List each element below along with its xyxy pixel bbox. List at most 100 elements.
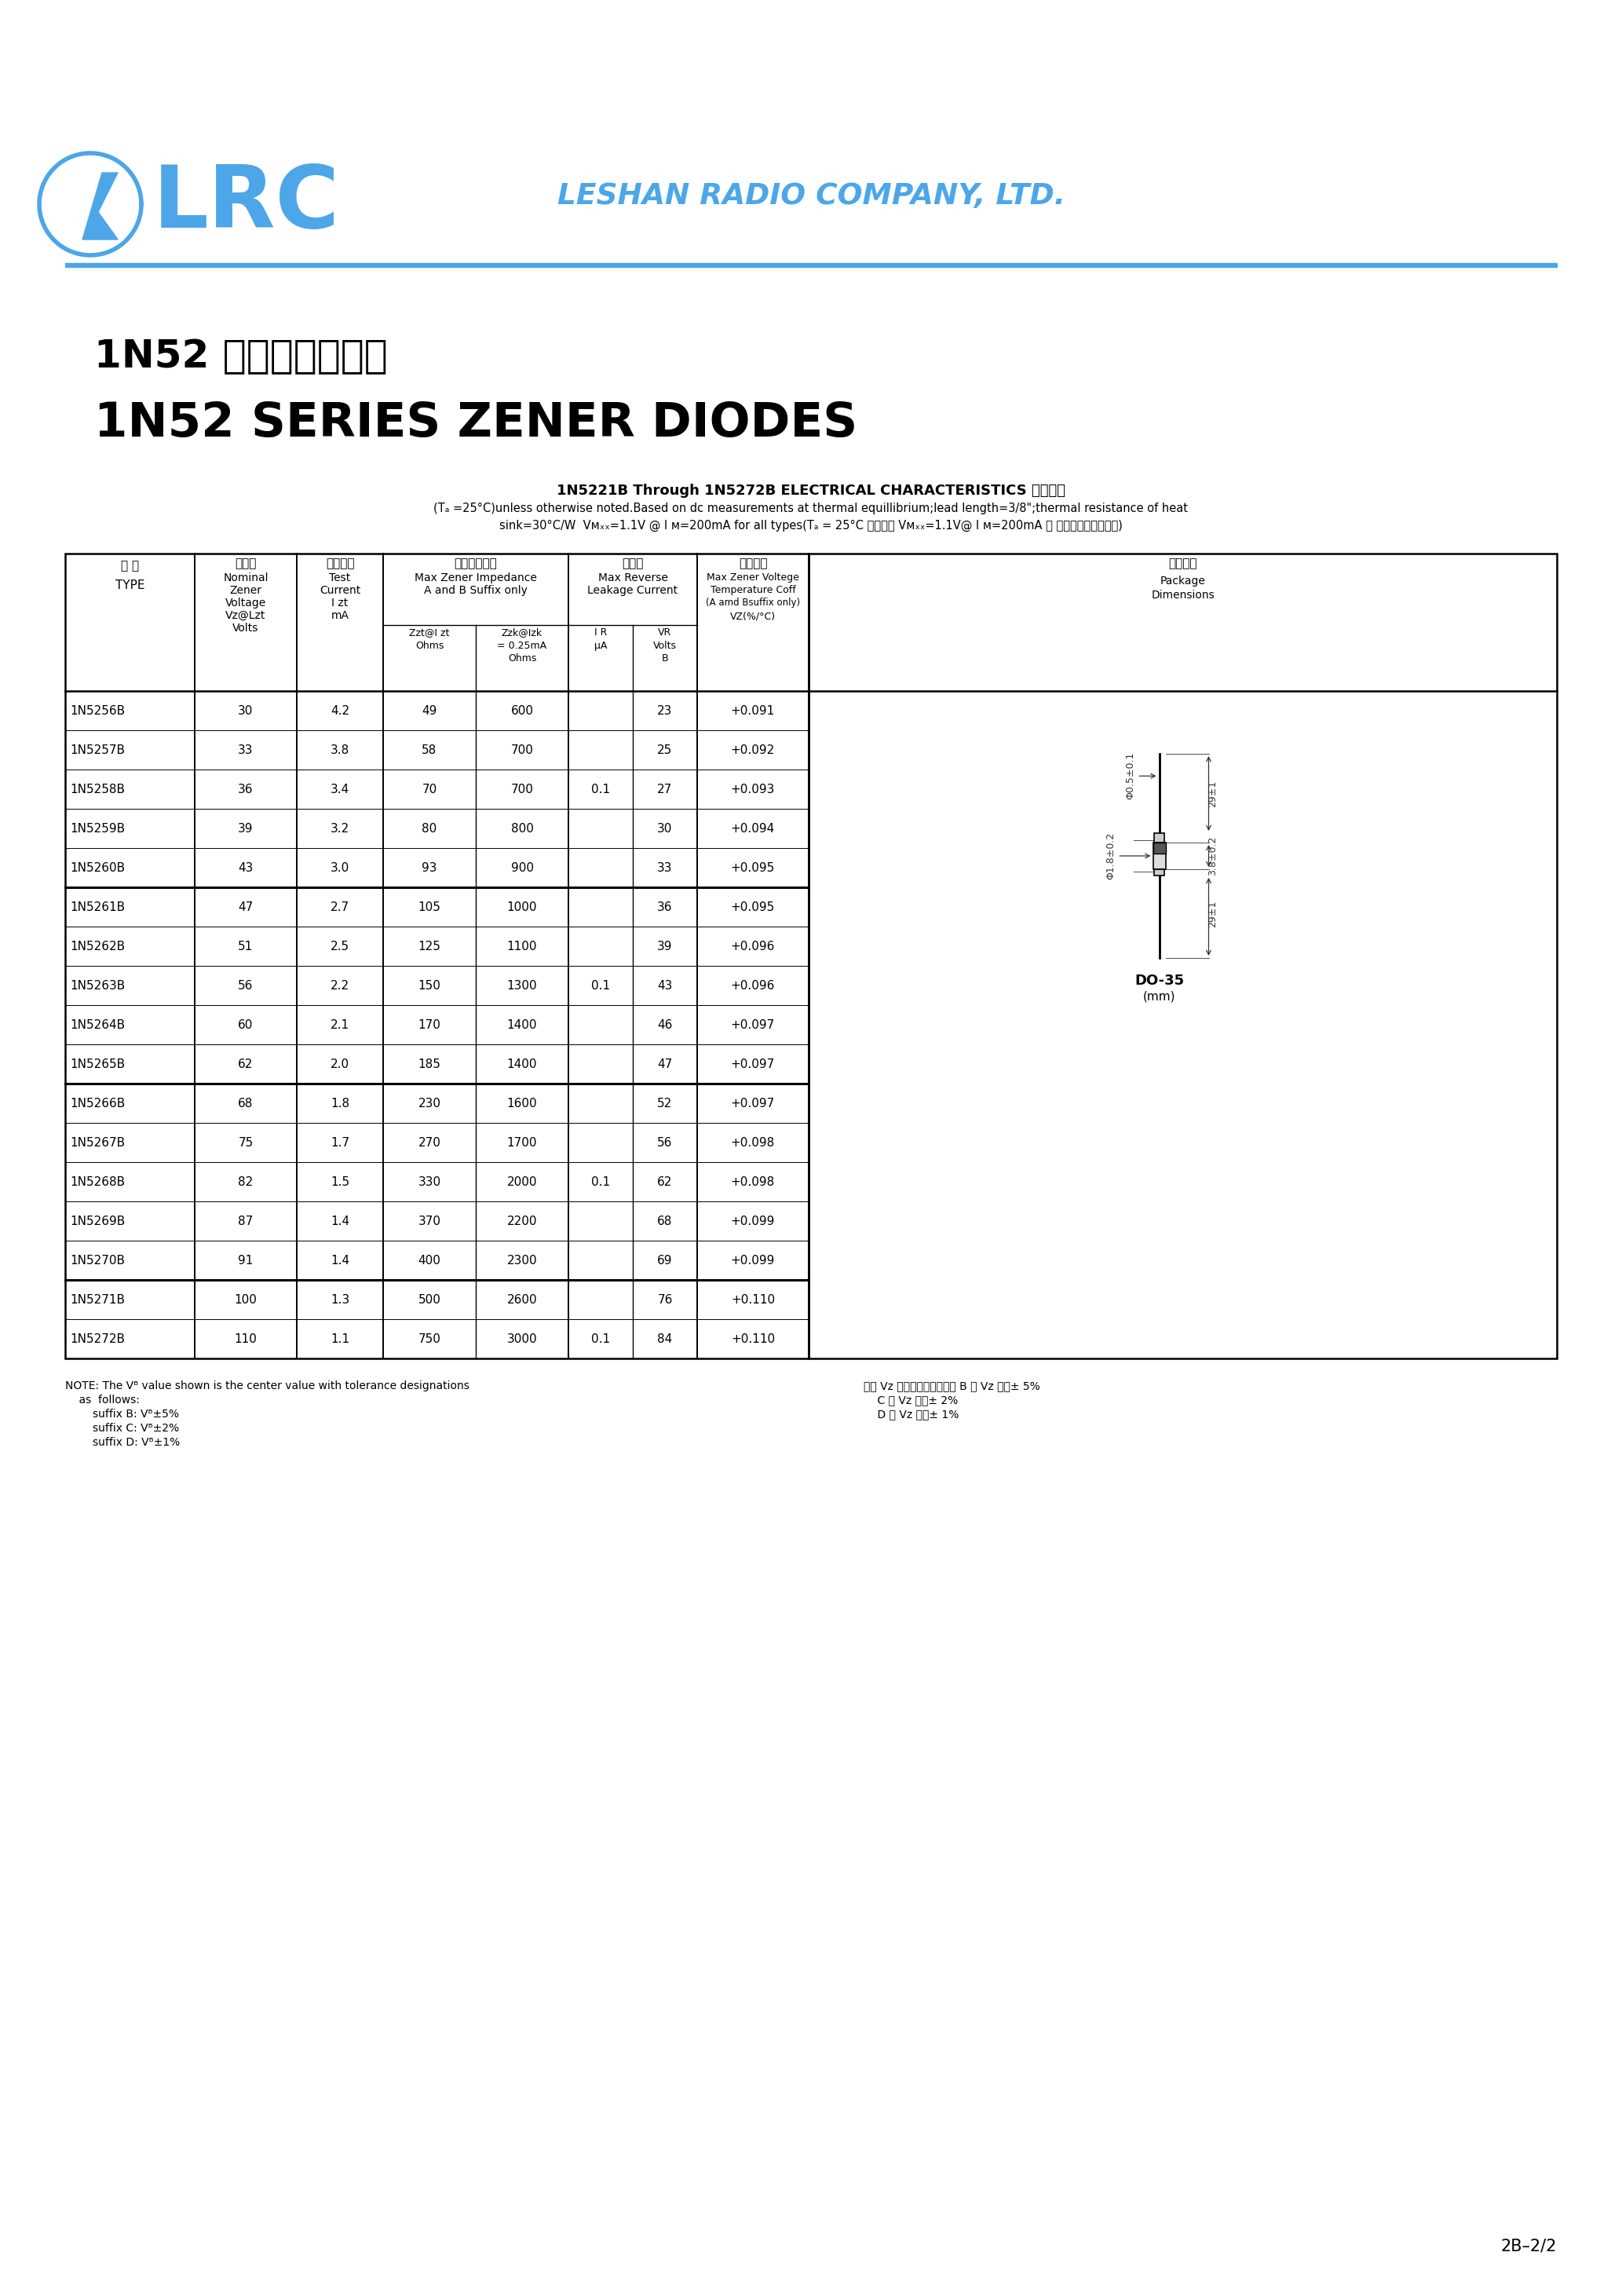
- Text: D 档 Vz 容差± 1%: D 档 Vz 容差± 1%: [863, 1410, 959, 1419]
- Text: A and B Suffix only: A and B Suffix only: [423, 585, 527, 597]
- Text: 1400: 1400: [508, 1019, 537, 1031]
- Text: 1N5269B: 1N5269B: [70, 1215, 125, 1226]
- Text: +0.110: +0.110: [732, 1334, 775, 1345]
- Text: 36: 36: [657, 900, 673, 914]
- Text: 3.0: 3.0: [331, 861, 349, 872]
- Text: 2B–2/2: 2B–2/2: [1500, 2239, 1557, 2255]
- Text: 105: 105: [418, 900, 441, 914]
- Bar: [1155, 870, 1165, 875]
- Text: 68: 68: [657, 1215, 673, 1226]
- Text: 1300: 1300: [508, 980, 537, 992]
- Text: 3.8: 3.8: [331, 744, 349, 755]
- Text: 47: 47: [238, 900, 253, 914]
- Text: 52: 52: [657, 1097, 673, 1109]
- Text: 1N5259B: 1N5259B: [70, 822, 125, 833]
- Text: 2200: 2200: [508, 1215, 537, 1226]
- Text: 47: 47: [657, 1058, 673, 1070]
- Text: DO-35: DO-35: [1134, 974, 1184, 987]
- Text: 温度系数: 温度系数: [738, 558, 767, 569]
- Text: 46: 46: [657, 1019, 673, 1031]
- Text: 1N5257B: 1N5257B: [70, 744, 125, 755]
- Text: 60: 60: [238, 1019, 253, 1031]
- Text: 2.1: 2.1: [331, 1019, 349, 1031]
- Text: 43: 43: [238, 861, 253, 872]
- Text: 800: 800: [511, 822, 534, 833]
- Text: 测试电流: 测试电流: [326, 558, 354, 569]
- Text: +0.092: +0.092: [732, 744, 775, 755]
- Text: 2.0: 2.0: [331, 1058, 349, 1070]
- Text: 56: 56: [657, 1137, 673, 1148]
- Text: Nominal: Nominal: [224, 572, 268, 583]
- Text: 900: 900: [511, 861, 534, 872]
- Text: +0.110: +0.110: [732, 1293, 775, 1306]
- Text: 2.7: 2.7: [331, 900, 349, 914]
- Text: 84: 84: [657, 1334, 673, 1345]
- Text: Test: Test: [329, 572, 350, 583]
- Text: suffix C: Vᴮ±2%: suffix C: Vᴮ±2%: [65, 1424, 178, 1433]
- Text: 82: 82: [238, 1176, 253, 1187]
- Text: Ohms: Ohms: [508, 654, 537, 664]
- Bar: [809, 553, 1557, 1359]
- Text: 1000: 1000: [508, 900, 537, 914]
- Text: 1N52 SERIES ZENER DIODES: 1N52 SERIES ZENER DIODES: [94, 400, 858, 448]
- Text: Zzk@Izk: Zzk@Izk: [501, 627, 542, 638]
- Text: 1700: 1700: [508, 1137, 537, 1148]
- Text: Volts: Volts: [232, 622, 260, 634]
- Text: LESHAN RADIO COMPANY, LTD.: LESHAN RADIO COMPANY, LTD.: [556, 181, 1066, 211]
- Text: +0.098: +0.098: [732, 1176, 775, 1187]
- Text: 70: 70: [422, 783, 436, 794]
- Text: +0.098: +0.098: [732, 1137, 775, 1148]
- Text: 87: 87: [238, 1215, 253, 1226]
- Text: (A amd Bsuffix only): (A amd Bsuffix only): [706, 597, 800, 608]
- Text: 2300: 2300: [508, 1254, 537, 1265]
- Text: VR: VR: [659, 627, 672, 638]
- Text: Temperature Coff: Temperature Coff: [710, 585, 796, 595]
- Text: 23: 23: [657, 705, 673, 716]
- Text: 150: 150: [418, 980, 441, 992]
- Text: 230: 230: [418, 1097, 441, 1109]
- Text: 1N52 系列稳压二极管: 1N52 系列稳压二极管: [94, 338, 388, 374]
- Text: 1100: 1100: [508, 941, 537, 953]
- Text: Max Zener Voltege: Max Zener Voltege: [707, 572, 800, 583]
- Text: TYPE: TYPE: [115, 579, 144, 592]
- Text: Φ0.5±0.1: Φ0.5±0.1: [1126, 753, 1135, 799]
- Text: +0.099: +0.099: [732, 1215, 775, 1226]
- Text: 1.5: 1.5: [331, 1176, 349, 1187]
- Text: 1N5221B Through 1N5272B ELECTRICAL CHARACTERISTICS 电气参数: 1N5221B Through 1N5272B ELECTRICAL CHARA…: [556, 484, 1066, 498]
- Text: 1N5270B: 1N5270B: [70, 1254, 125, 1265]
- Text: 3.4: 3.4: [331, 783, 349, 794]
- Text: 39: 39: [238, 822, 253, 833]
- Text: 330: 330: [418, 1176, 441, 1187]
- Text: 700: 700: [511, 744, 534, 755]
- Text: μA: μA: [594, 641, 607, 652]
- Text: 36: 36: [238, 783, 253, 794]
- Text: +0.096: +0.096: [732, 941, 775, 953]
- Text: 33: 33: [238, 744, 253, 755]
- Text: 型 号: 型 号: [122, 560, 139, 572]
- Text: as  follows:: as follows:: [65, 1394, 139, 1405]
- Text: 33: 33: [657, 861, 673, 872]
- Text: 0.1: 0.1: [590, 1334, 610, 1345]
- Text: 39: 39: [657, 941, 673, 953]
- Text: 注： Vz 为稳压中心值，其中 B 档 Vz 容差± 5%: 注： Vz 为稳压中心值，其中 B 档 Vz 容差± 5%: [863, 1380, 1040, 1391]
- Text: Max Reverse: Max Reverse: [599, 572, 668, 583]
- Text: 1N5268B: 1N5268B: [70, 1176, 125, 1187]
- Text: 700: 700: [511, 783, 534, 794]
- Text: 1N5260B: 1N5260B: [70, 861, 125, 872]
- Text: +0.093: +0.093: [732, 783, 775, 794]
- Text: Φ1.8±0.2: Φ1.8±0.2: [1106, 831, 1116, 879]
- Text: 1N5266B: 1N5266B: [70, 1097, 125, 1109]
- Text: 1N5258B: 1N5258B: [70, 783, 125, 794]
- Text: 1N5271B: 1N5271B: [70, 1293, 125, 1306]
- Text: 3.2: 3.2: [331, 822, 349, 833]
- Text: Leakage Current: Leakage Current: [587, 585, 678, 597]
- Text: Ohms: Ohms: [415, 641, 444, 652]
- Text: 3000: 3000: [508, 1334, 537, 1345]
- Text: 62: 62: [238, 1058, 253, 1070]
- Text: 500: 500: [418, 1293, 441, 1306]
- Text: 29±1: 29±1: [1207, 781, 1218, 806]
- Text: 51: 51: [238, 941, 253, 953]
- Text: +0.097: +0.097: [732, 1097, 775, 1109]
- Text: 1N5256B: 1N5256B: [70, 705, 125, 716]
- Text: 29±1: 29±1: [1207, 900, 1218, 928]
